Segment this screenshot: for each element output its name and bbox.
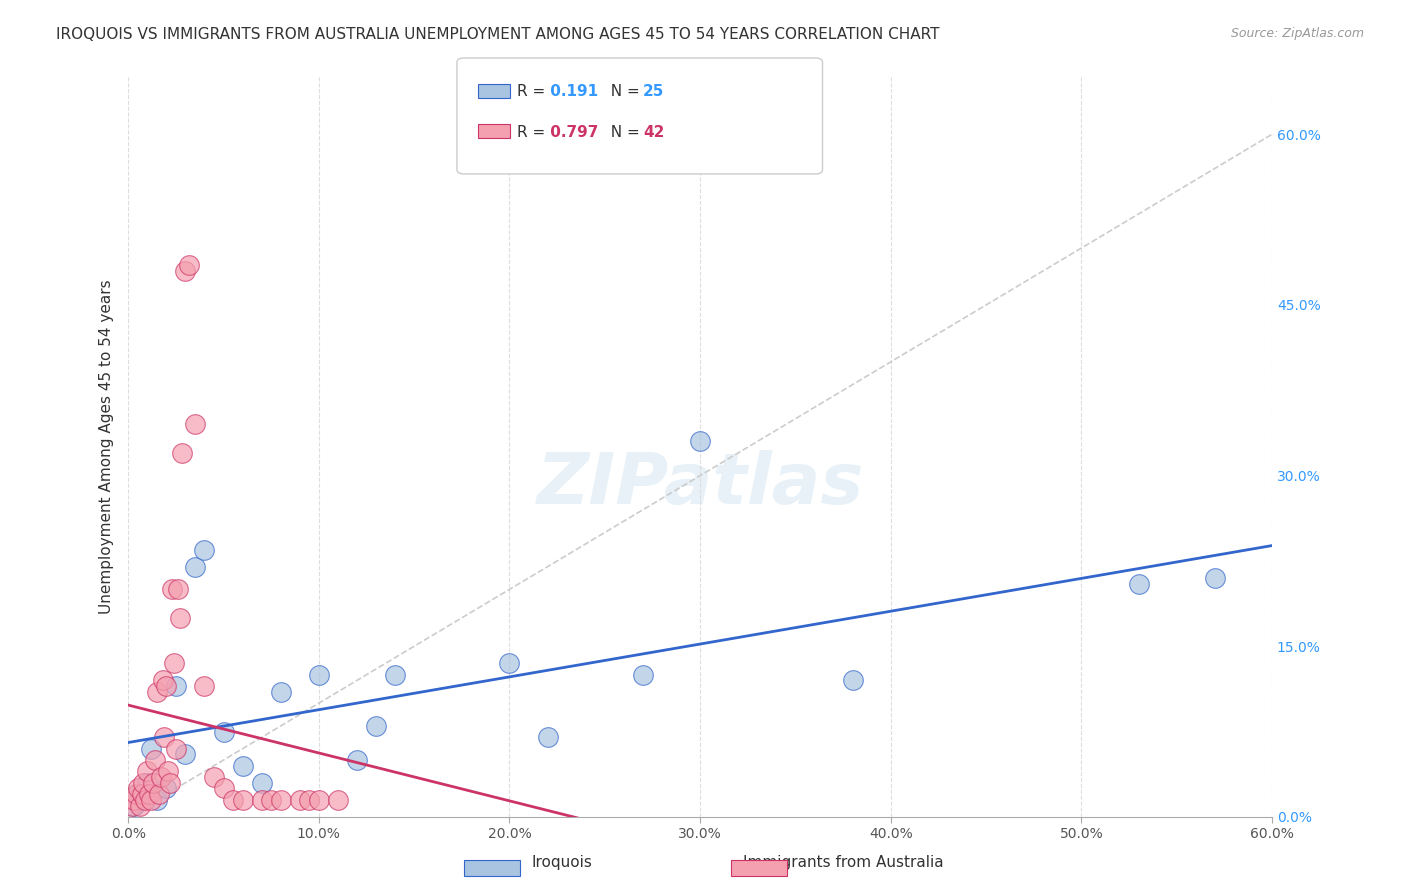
Iroquois (193, 542, 215, 557)
Iroquois (270, 685, 292, 699)
Immigrants from Australia (142, 776, 165, 790)
Immigrants from Australia (159, 776, 181, 790)
Text: R =: R = (516, 125, 550, 139)
Iroquois (136, 776, 159, 790)
Immigrants from Australia (149, 770, 172, 784)
Immigrants from Australia (165, 741, 187, 756)
Y-axis label: Unemployment Among Ages 45 to 54 years: Unemployment Among Ages 45 to 54 years (100, 280, 114, 615)
Immigrants from Australia (138, 787, 160, 801)
Immigrants from Australia (308, 793, 330, 807)
Immigrants from Australia (155, 679, 177, 693)
Immigrants from Australia (169, 611, 191, 625)
Text: R =: R = (516, 85, 550, 99)
Text: N =: N = (600, 125, 644, 139)
Immigrants from Australia (125, 787, 148, 801)
Immigrants from Australia (326, 793, 349, 807)
Immigrants from Australia (148, 787, 170, 801)
Iroquois (139, 741, 162, 756)
Immigrants from Australia (139, 793, 162, 807)
Immigrants from Australia (143, 753, 166, 767)
Immigrants from Australia (260, 793, 283, 807)
Immigrants from Australia (128, 798, 150, 813)
Text: IROQUOIS VS IMMIGRANTS FROM AUSTRALIA UNEMPLOYMENT AMONG AGES 45 TO 54 YEARS COR: IROQUOIS VS IMMIGRANTS FROM AUSTRALIA UN… (56, 27, 939, 42)
Iroquois (184, 559, 207, 574)
Iroquois (174, 747, 197, 762)
Iroquois (1128, 576, 1150, 591)
Text: N =: N = (600, 85, 644, 99)
Iroquois (165, 679, 187, 693)
Iroquois (689, 434, 711, 449)
Immigrants from Australia (174, 264, 197, 278)
Text: 0.191: 0.191 (544, 85, 598, 99)
Immigrants from Australia (132, 776, 155, 790)
Text: 0.797: 0.797 (544, 125, 598, 139)
Immigrants from Australia (122, 793, 145, 807)
Immigrants from Australia (184, 417, 207, 432)
Immigrants from Australia (250, 793, 273, 807)
Iroquois (232, 758, 254, 772)
Immigrants from Australia (222, 793, 245, 807)
Immigrants from Australia (212, 781, 235, 796)
Text: 25: 25 (643, 85, 665, 99)
Immigrants from Australia (232, 793, 254, 807)
Immigrants from Australia (157, 764, 180, 779)
Immigrants from Australia (179, 258, 201, 272)
Immigrants from Australia (160, 582, 183, 597)
Iroquois (384, 667, 406, 681)
Iroquois (1204, 571, 1226, 585)
Immigrants from Australia (166, 582, 188, 597)
Iroquois (122, 798, 145, 813)
Immigrants from Australia (134, 793, 156, 807)
Immigrants from Australia (121, 798, 143, 813)
Iroquois (841, 673, 863, 688)
Text: ZIPatlas: ZIPatlas (537, 450, 863, 518)
Iroquois (308, 667, 330, 681)
Iroquois (536, 731, 558, 745)
Iroquois (498, 657, 520, 671)
Iroquois (212, 724, 235, 739)
Immigrants from Australia (153, 731, 176, 745)
Text: 42: 42 (643, 125, 665, 139)
Immigrants from Australia (202, 770, 225, 784)
Text: Iroquois: Iroquois (531, 855, 593, 870)
Immigrants from Australia (298, 793, 321, 807)
Iroquois (631, 667, 654, 681)
Text: Source: ZipAtlas.com: Source: ZipAtlas.com (1230, 27, 1364, 40)
Immigrants from Australia (136, 764, 159, 779)
Iroquois (155, 781, 177, 796)
Iroquois (346, 753, 368, 767)
Immigrants from Australia (270, 793, 292, 807)
Immigrants from Australia (163, 657, 186, 671)
Iroquois (364, 719, 387, 733)
Iroquois (146, 793, 169, 807)
Immigrants from Australia (193, 679, 215, 693)
Immigrants from Australia (170, 446, 193, 460)
Iroquois (127, 787, 149, 801)
Text: Immigrants from Australia: Immigrants from Australia (744, 855, 943, 870)
Immigrants from Australia (127, 781, 149, 796)
Immigrants from Australia (152, 673, 174, 688)
Immigrants from Australia (288, 793, 311, 807)
Iroquois (250, 776, 273, 790)
Immigrants from Australia (131, 787, 153, 801)
Immigrants from Australia (146, 685, 169, 699)
